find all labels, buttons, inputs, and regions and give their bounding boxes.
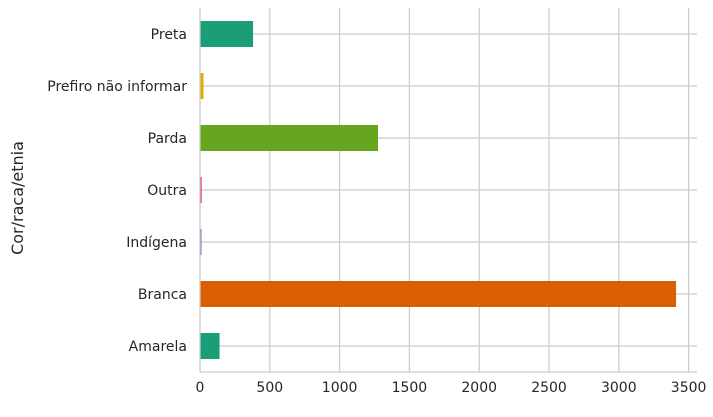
y-tick-label: Amarela <box>129 339 187 355</box>
x-tick-label: 0 <box>196 380 205 396</box>
bar-branca <box>200 281 677 307</box>
x-tick-label: 1500 <box>392 380 428 396</box>
bar-amarela <box>200 333 220 359</box>
x-tick-label: 3500 <box>671 380 707 396</box>
x-tick-label: 3000 <box>601 380 637 396</box>
bar-preta <box>200 21 254 47</box>
bar-outra <box>200 177 202 203</box>
x-tick-label: 2500 <box>531 380 567 396</box>
grid-lines <box>199 8 697 372</box>
y-tick-label: Indígena <box>126 235 187 251</box>
y-tick-label: Branca <box>138 287 187 303</box>
y-tick-label: Parda <box>148 131 187 147</box>
x-tick-labels: 0 500 1000 1500 2000 2500 3000 3500 <box>196 380 707 396</box>
y-tick-labels: Amarela Branca Indígena Outra Parda Prefiro n… <box>47 27 187 355</box>
bar-parda <box>200 125 378 151</box>
axes <box>199 8 697 373</box>
bars <box>200 21 677 359</box>
x-tick-label: 2000 <box>461 380 497 396</box>
x-tick-label: 1000 <box>322 380 358 396</box>
y-axis-label: Cor/raca/etnia <box>8 141 27 255</box>
y-tick-label: Prefiro não informar <box>47 79 187 95</box>
bar-indígena <box>200 229 202 255</box>
x-tick-label: 500 <box>256 380 283 396</box>
bar-prefiro-não-informar <box>200 73 204 99</box>
y-tick-label: Preta <box>151 27 187 43</box>
y-tick-label: Outra <box>147 183 187 199</box>
